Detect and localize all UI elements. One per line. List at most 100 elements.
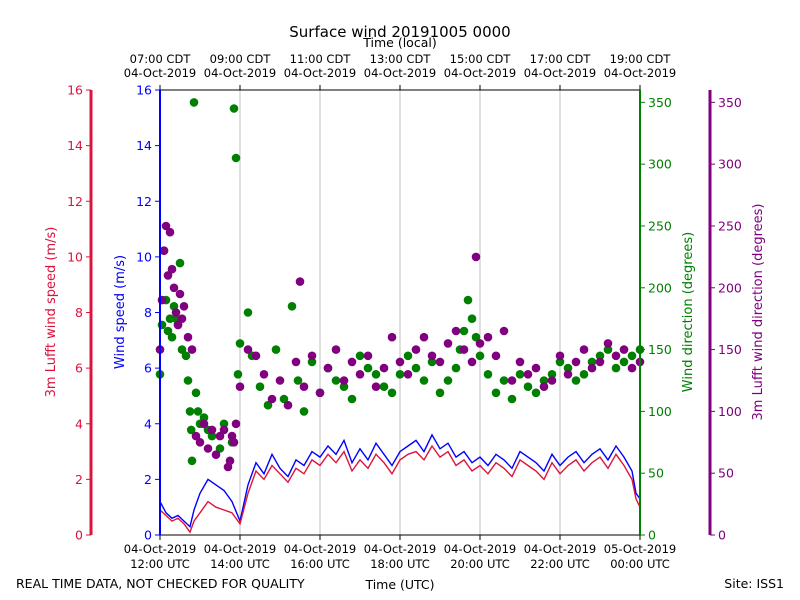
tick-label-lufft_dir: 200 <box>718 280 742 295</box>
top-tick-time-label: 17:00 CDT <box>530 52 592 66</box>
data-point-3m-lufft-wind-direction <box>555 351 565 361</box>
data-point-wind-direction <box>579 370 589 379</box>
tick-label-wind_speed: 14 <box>136 138 152 153</box>
data-point-3m-lufft-wind-direction <box>515 357 525 367</box>
top-tick-time-label: 07:00 CDT <box>130 52 192 66</box>
bottom-tick-date-label: 04-Oct-2019 <box>204 542 276 556</box>
tick-label-wind_speed: 16 <box>136 83 152 98</box>
top-tick-time-label: 15:00 CDT <box>450 52 512 66</box>
data-point-wind-direction <box>483 370 493 379</box>
data-point-3m-lufft-wind-direction <box>451 326 461 336</box>
data-point-3m-lufft-wind-direction <box>175 289 185 299</box>
data-point-3m-lufft-wind-direction <box>169 283 179 293</box>
data-point-wind-direction <box>411 363 421 373</box>
bottom-tick-date-label: 04-Oct-2019 <box>124 542 196 556</box>
data-point-wind-direction <box>293 376 303 385</box>
data-point-3m-lufft-wind-direction <box>387 332 397 342</box>
data-point-3m-lufft-wind-direction <box>177 314 187 324</box>
tick-label-wind_dir: 250 <box>648 218 672 233</box>
data-point-3m-lufft-wind-direction <box>571 357 581 367</box>
tick-label-wind_speed: 4 <box>144 416 152 431</box>
tick-label-wind_dir: 100 <box>648 404 672 419</box>
tick-label-wind_speed: 6 <box>144 361 152 376</box>
wind-speed-axis-label: Wind speed (m/s) <box>113 255 128 369</box>
data-point-3m-lufft-wind-direction <box>475 339 485 348</box>
data-point-wind-direction <box>555 357 565 367</box>
data-point-wind-direction <box>299 407 309 416</box>
data-point-wind-direction <box>435 388 445 398</box>
data-point-3m-lufft-wind-direction <box>225 456 235 466</box>
top-tick-date-label: 04-Oct-2019 <box>124 66 196 80</box>
data-point-3m-lufft-wind-direction <box>203 444 213 453</box>
tick-label-wind_speed: 8 <box>144 305 152 320</box>
data-point-wind-direction <box>231 153 241 163</box>
data-point-wind-direction <box>199 413 209 422</box>
data-point-3m-lufft-wind-direction <box>563 370 573 379</box>
data-point-wind-direction <box>571 376 581 385</box>
data-point-wind-direction <box>563 363 573 373</box>
tick-label-wind_speed: 0 <box>144 528 152 543</box>
data-point-wind-direction <box>403 351 413 361</box>
data-point-3m-lufft-wind-direction <box>159 246 169 255</box>
tick-label-lufft_speed: 0 <box>75 528 83 543</box>
data-point-3m-lufft-wind-direction <box>291 357 301 367</box>
data-point-3m-lufft-wind-direction <box>259 370 269 379</box>
lufft-speed-axis-label: 3m Lufft wind speed (m/s) <box>44 227 59 398</box>
bottom-tick-time-label: 22:00 UTC <box>530 557 590 571</box>
data-point-wind-direction <box>255 382 265 392</box>
data-point-3m-lufft-wind-direction <box>491 351 501 361</box>
bottom-axis-label: Time (UTC) <box>364 577 434 592</box>
data-point-3m-lufft-wind-direction <box>331 345 341 354</box>
bottom-tick-time-label: 14:00 UTC <box>210 557 270 571</box>
tick-label-wind_dir: 50 <box>648 466 664 481</box>
data-point-3m-lufft-wind-direction <box>167 264 177 274</box>
tick-label-wind_dir: 0 <box>648 528 656 543</box>
data-point-3m-lufft-wind-direction <box>191 431 201 441</box>
data-point-3m-lufft-wind-direction <box>339 376 349 385</box>
data-point-wind-direction <box>175 258 185 268</box>
data-point-wind-direction <box>215 444 225 453</box>
data-point-wind-direction <box>235 339 245 348</box>
data-point-wind-direction <box>189 98 199 107</box>
data-point-3m-lufft-wind-direction <box>507 376 517 385</box>
data-point-wind-direction <box>279 394 289 404</box>
data-point-wind-direction <box>185 407 195 416</box>
data-point-3m-lufft-wind-direction <box>173 320 183 330</box>
data-point-3m-lufft-wind-direction <box>371 382 381 392</box>
bottom-tick-time-label: 18:00 UTC <box>370 557 430 571</box>
top-tick-time-label: 13:00 CDT <box>370 52 432 66</box>
data-point-wind-direction <box>427 357 437 367</box>
data-point-wind-direction <box>379 382 389 392</box>
top-tick-date-label: 04-Oct-2019 <box>284 66 356 80</box>
data-point-3m-lufft-wind-direction <box>211 450 221 460</box>
data-point-wind-direction <box>531 388 541 398</box>
data-point-3m-lufft-wind-direction <box>627 363 637 373</box>
data-point-3m-lufft-wind-direction <box>183 332 193 342</box>
data-point-wind-direction <box>547 370 557 379</box>
data-point-3m-lufft-wind-direction <box>619 345 629 354</box>
data-point-3m-lufft-wind-direction <box>483 332 493 342</box>
data-point-3m-lufft-wind-direction <box>163 271 173 280</box>
data-point-wind-direction <box>523 382 533 392</box>
data-point-3m-lufft-wind-direction <box>467 357 477 367</box>
data-point-wind-direction <box>163 326 173 336</box>
tick-label-lufft_dir: 100 <box>718 404 742 419</box>
data-point-wind-direction <box>181 351 191 361</box>
tick-label-lufft_dir: 150 <box>718 342 742 357</box>
data-point-wind-direction <box>263 400 273 410</box>
top-tick-date-label: 04-Oct-2019 <box>604 66 676 80</box>
data-point-wind-direction <box>207 431 217 441</box>
data-point-3m-lufft-wind-direction <box>523 370 533 379</box>
data-point-3m-lufft-wind-direction <box>275 376 285 385</box>
quality-footer: REAL TIME DATA, NOT CHECKED FOR QUALITY <box>16 576 305 591</box>
bottom-tick-time-label: 12:00 UTC <box>130 557 190 571</box>
data-point-wind-direction <box>619 357 629 367</box>
data-point-3m-lufft-wind-direction <box>315 388 325 398</box>
top-tick-date-label: 04-Oct-2019 <box>204 66 276 80</box>
data-point-3m-lufft-wind-direction <box>231 419 241 429</box>
data-point-3m-lufft-wind-direction <box>267 394 277 404</box>
data-point-3m-lufft-wind-direction <box>547 376 557 385</box>
data-point-3m-lufft-wind-direction <box>355 370 365 379</box>
top-axis-label: Time (local) <box>362 35 436 50</box>
tick-label-wind_dir: 150 <box>648 342 672 357</box>
